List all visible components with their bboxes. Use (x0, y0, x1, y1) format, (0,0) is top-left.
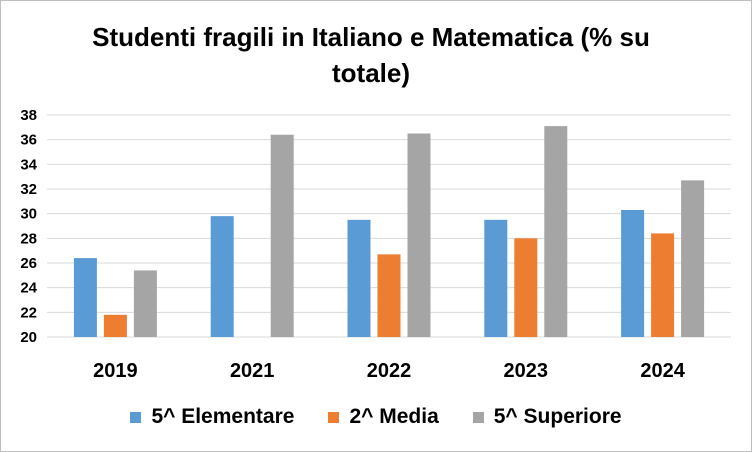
y-axis-ticks: 20 22 24 26 28 30 32 34 36 38 (20, 107, 37, 346)
bar (681, 180, 705, 337)
y-tick-label: 36 (20, 132, 37, 149)
bar (621, 209, 645, 337)
bars (73, 126, 705, 337)
legend-item-2-media: 2^ Media (328, 405, 439, 429)
bar (103, 314, 127, 337)
x-tick-label: 2019 (93, 360, 138, 382)
y-tick-label: 24 (20, 280, 37, 297)
chart-title: Studenti fragili in Italiano e Matematic… (92, 22, 650, 88)
bar (651, 233, 675, 337)
legend-label-2-media: 2^ Media (349, 405, 439, 428)
bar (514, 238, 538, 337)
x-tick-label: 2022 (367, 360, 412, 382)
y-tick-label: 34 (20, 156, 37, 173)
bar (270, 134, 294, 337)
bar (73, 258, 97, 337)
x-tick-label: 2024 (640, 360, 685, 382)
bar (484, 219, 508, 337)
legend-label-5-superiore: 5^ Superiore (493, 405, 622, 428)
y-tick-label: 22 (20, 304, 37, 321)
y-tick-label: 38 (20, 107, 37, 124)
bar (407, 133, 431, 337)
x-tick-label: 2023 (504, 360, 549, 382)
bar (377, 254, 401, 337)
x-axis-ticks: 2019 2021 2022 2023 2024 (93, 360, 686, 382)
bar (210, 216, 234, 337)
legend-label-5-elementare: 5^ Elementare (151, 405, 295, 428)
legend-swatch-2-media (328, 411, 340, 423)
bar (133, 270, 157, 337)
bar (544, 126, 568, 337)
legend-item-5-superiore: 5^ Superiore (472, 405, 622, 429)
legend-swatch-5-elementare (130, 411, 142, 423)
y-tick-label: 20 (20, 329, 37, 346)
y-tick-label: 30 (20, 206, 37, 223)
y-tick-label: 32 (20, 181, 37, 198)
legend: 5^ Elementare 2^ Media 5^ Superiore (1, 405, 751, 429)
y-tick-label: 26 (20, 255, 37, 272)
legend-item-5-elementare: 5^ Elementare (130, 405, 294, 429)
bar (347, 219, 371, 337)
x-tick-label: 2021 (230, 360, 275, 382)
legend-swatch-5-superiore (472, 411, 484, 423)
y-tick-label: 28 (20, 230, 37, 247)
